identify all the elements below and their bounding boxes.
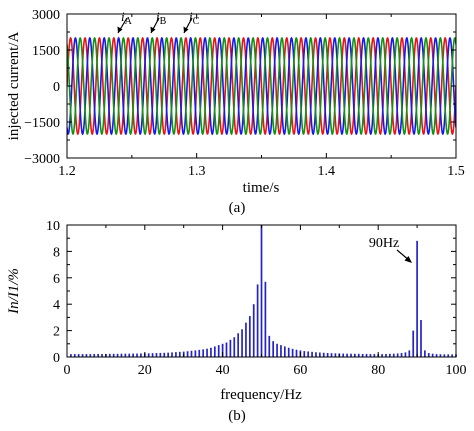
x-tick-b-5: 100 bbox=[446, 363, 467, 378]
current-waveforms bbox=[67, 36, 456, 136]
series-iB bbox=[67, 36, 456, 136]
y-tick-a-1: 1500 bbox=[32, 44, 60, 59]
annotation-ic-sub: C bbox=[193, 16, 200, 27]
x-tick-b-3: 60 bbox=[293, 363, 307, 378]
y-tick-a-0: 3000 bbox=[32, 8, 60, 23]
annotation-ib-sub: B bbox=[160, 16, 167, 27]
x-tick-a-0: 1.2 bbox=[58, 164, 76, 179]
y-tick-a-4: −3000 bbox=[24, 152, 60, 167]
annotation-ic: iC bbox=[183, 9, 200, 34]
annotation-ia: iA bbox=[117, 9, 133, 34]
y-label-b: In/I1/% bbox=[6, 268, 22, 315]
x-label-b: frequency/Hz bbox=[220, 387, 302, 403]
x-tick-a-3: 1.5 bbox=[447, 164, 465, 179]
caption-a: (a) bbox=[229, 200, 246, 216]
annotation-ib-letter: i bbox=[156, 9, 160, 24]
y-tick-b-1: 2 bbox=[53, 325, 60, 340]
y-tick-b-4: 8 bbox=[53, 245, 60, 260]
y-tick-b-0: 0 bbox=[53, 351, 60, 366]
x-tick-a-1: 1.3 bbox=[188, 164, 206, 179]
annotation-ib: iB bbox=[150, 9, 167, 34]
annotation-ia-letter: i bbox=[121, 9, 125, 24]
caption-b: (b) bbox=[228, 408, 246, 424]
annotation-90hz: 90Hz bbox=[369, 236, 412, 263]
axis-b-ticks bbox=[66, 224, 457, 358]
annotation-90hz-label: 90Hz bbox=[369, 236, 399, 251]
x-tick-b-1: 20 bbox=[138, 363, 152, 378]
y-tick-b-3: 6 bbox=[53, 272, 60, 287]
y-tick-a-2: 0 bbox=[53, 80, 60, 95]
annotation-ia-sub: A bbox=[125, 16, 133, 27]
x-label-a: time/s bbox=[243, 180, 280, 196]
panel-a: 3000 1500 0 −1500 −3000 1.2 1.3 1.4 1.5 … bbox=[6, 8, 465, 216]
y-tick-b-2: 4 bbox=[53, 298, 60, 313]
series-iC bbox=[67, 36, 456, 136]
svg-text:iB: iB bbox=[156, 9, 167, 27]
y-tick-b-5: 10 bbox=[46, 219, 60, 234]
y-label-a: injected current/A bbox=[6, 31, 22, 140]
svg-text:iC: iC bbox=[189, 9, 200, 27]
x-tick-a-2: 1.4 bbox=[318, 164, 336, 179]
x-tick-b-4: 80 bbox=[371, 363, 385, 378]
annotation-ic-letter: i bbox=[189, 9, 193, 24]
series-iA bbox=[67, 36, 456, 136]
y-tick-a-3: −1500 bbox=[24, 116, 60, 131]
x-tick-b-0: 0 bbox=[64, 363, 71, 378]
panel-b: 0 2 4 6 8 10 0 20 40 60 80 100 frequency… bbox=[6, 219, 467, 424]
svg-text:iA: iA bbox=[121, 9, 133, 27]
axis-a-ticks bbox=[66, 13, 457, 159]
x-tick-b-2: 40 bbox=[216, 363, 230, 378]
